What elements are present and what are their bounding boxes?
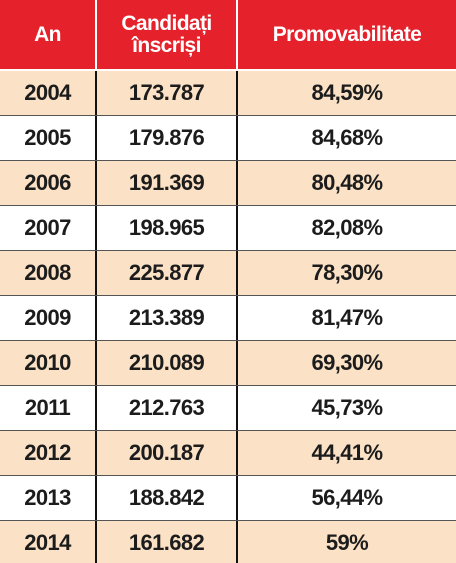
table-cell: 2010 [0, 341, 97, 385]
table-cell: 69,30% [311, 350, 383, 375]
table-cell: 44,41% [311, 440, 383, 465]
header-line: Candidați [121, 11, 212, 35]
table-row: 2006 191.369 80,48% [0, 161, 456, 206]
table-row: 2012 200.187 44,41% [0, 431, 456, 476]
header-cell: An [0, 0, 97, 69]
table-row: 2004 173.787 84,59% [0, 71, 456, 116]
table-cell: 173.787 [97, 71, 238, 115]
table-cell: 161.682 [97, 521, 238, 563]
table-cell: 2006 [0, 161, 97, 205]
table-cell: 210.089 [97, 341, 238, 385]
table-cell: 212.763 [97, 386, 238, 430]
table-cell: 179.876 [97, 116, 238, 160]
table-cell: 82,08% [311, 215, 383, 240]
header-cell: Promovabilitate [272, 22, 422, 46]
table-cell: 2004 [0, 71, 97, 115]
table-cell: 84,59% [311, 80, 383, 105]
table-cell: 188.842 [97, 476, 238, 520]
table-cell: 2007 [0, 206, 97, 250]
table-cell: 191.369 [97, 161, 238, 205]
table-cell: 78,30% [311, 260, 383, 285]
table-cell: 45,73% [311, 395, 383, 420]
table-row: 2010 210.089 69,30% [0, 341, 456, 386]
table-cell: 2005 [0, 116, 97, 160]
table-row: 2011 212.763 45,73% [0, 386, 456, 431]
table-cell: 200.187 [97, 431, 238, 475]
table-cell: 2008 [0, 251, 97, 295]
table-row: 2013 188.842 56,44% [0, 476, 456, 521]
table-row: 2009 213.389 81,47% [0, 296, 456, 341]
table-cell: 59% [325, 530, 369, 555]
header-cell: Candidați înscriși [97, 0, 238, 69]
table-cell: 2011 [0, 386, 97, 430]
table-cell: 56,44% [311, 485, 383, 510]
table-cell: 80,48% [311, 170, 383, 195]
table-cell: 84,68% [311, 125, 383, 150]
table-cell: 81,47% [311, 305, 383, 330]
table-cell: 213.389 [97, 296, 238, 340]
table-cell: 2009 [0, 296, 97, 340]
table-row: 2005 179.876 84,68% [0, 116, 456, 161]
table-row: 2008 225.877 78,30% [0, 251, 456, 296]
header-line: înscriși [132, 33, 201, 57]
table-cell: 2012 [0, 431, 97, 475]
table-cell: 2013 [0, 476, 97, 520]
header-row: An Candidați înscriși Promovabilitate [0, 0, 456, 71]
table-row: 2007 198.965 82,08% [0, 206, 456, 251]
table-cell: 2014 [0, 521, 97, 563]
table-cell: 198.965 [97, 206, 238, 250]
table-row: 2014 161.682 59% [0, 521, 456, 563]
table-cell: 225.877 [97, 251, 238, 295]
